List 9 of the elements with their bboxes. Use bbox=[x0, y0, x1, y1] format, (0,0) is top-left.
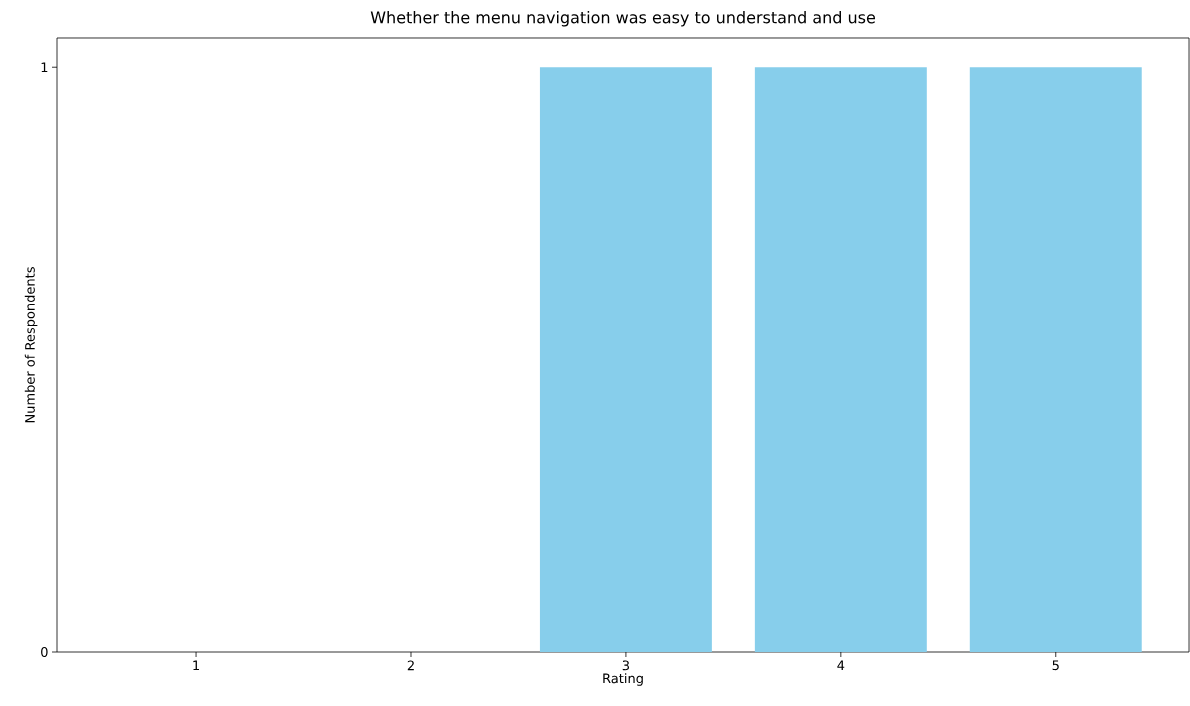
y-tick-label: 0 bbox=[41, 647, 48, 657]
x-tick-label: 2 bbox=[407, 660, 414, 671]
x-axis-title: Rating bbox=[603, 673, 643, 686]
x-tick-label: 1 bbox=[193, 660, 199, 670]
x-tick-label: 4 bbox=[837, 660, 845, 670]
y-axis-title: Number of Respondents bbox=[24, 267, 38, 423]
x-tick-label: 5 bbox=[1052, 660, 1059, 671]
chart-title: Whether the menu navigation was easy to understand and use bbox=[370, 11, 875, 27]
x-tick-label: 3 bbox=[622, 660, 630, 671]
